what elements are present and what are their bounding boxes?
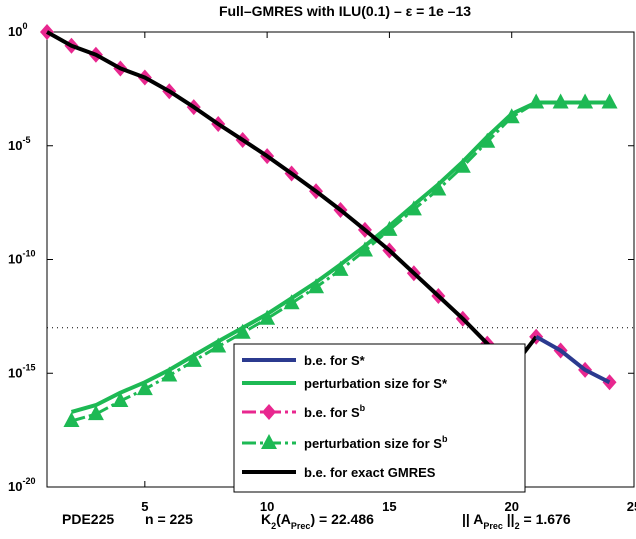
- x-tick-label: 15: [382, 499, 396, 514]
- kappa-sub: 2: [271, 521, 276, 531]
- y-axis: 100 10-5 10-10 10-15 10-20: [8, 21, 634, 494]
- norm-label: || APrec ||2 = 1.676: [462, 511, 571, 531]
- footer-info: PDE225 n = 225 K2(APrec) = 22.486 || APr…: [62, 511, 571, 531]
- legend-box: [233, 343, 526, 493]
- legend: b.e. for S* perturbation size for S* b.e. …: [233, 343, 526, 493]
- x-tick-label: 10: [260, 499, 274, 514]
- kappa-value: ) = 22.486: [310, 511, 374, 527]
- series-point: [430, 180, 447, 196]
- kappa-arg-sub: Prec: [291, 521, 311, 531]
- series-point: [87, 405, 104, 421]
- x-tick-label: 20: [504, 499, 518, 514]
- series-2: [40, 24, 617, 391]
- x-axis: 5 10 15 20 25: [141, 32, 636, 514]
- kappa-label: K2(APrec) = 22.486: [261, 511, 374, 531]
- series-1: [70, 100, 610, 414]
- series-point: [185, 351, 202, 367]
- norm-symbol: || A: [462, 511, 483, 527]
- series-point: [602, 374, 617, 391]
- x-tick-label: 25: [627, 499, 636, 514]
- kappa-arg: (A: [276, 511, 291, 527]
- series-layer: [40, 24, 618, 427]
- legend-label: b.e. for S*: [304, 353, 366, 368]
- series-point: [161, 366, 178, 382]
- problem-label: PDE225: [62, 511, 114, 527]
- kappa-symbol: K: [261, 511, 271, 527]
- y-tick-label: 100: [8, 21, 27, 39]
- chart-title: Full–GMRES with ILU(0.1) – ε = 1e –13: [219, 3, 471, 19]
- series-line: [70, 100, 610, 414]
- legend-label: perturbation size for Sb: [304, 434, 448, 451]
- norm-bars: ||: [503, 511, 515, 527]
- norm-sub2: 2: [515, 521, 520, 531]
- series-point: [479, 132, 496, 148]
- series-point: [136, 380, 153, 396]
- legend-label: perturbation size for S*: [304, 376, 448, 391]
- y-tick-label: 10-15: [8, 362, 35, 380]
- series-point: [283, 294, 300, 310]
- series-point: [112, 392, 129, 408]
- series-point: [40, 24, 54, 40]
- series-point: [356, 241, 373, 257]
- norm-result: = 1.676: [520, 511, 571, 527]
- legend-label: b.e. for exact GMRES: [304, 465, 436, 480]
- y-tick-label: 10-20: [8, 476, 35, 494]
- n-label: n = 225: [145, 511, 193, 527]
- y-tick-label: 10-10: [8, 249, 35, 267]
- y-tick-label: 10-5: [8, 135, 30, 153]
- series-0: [535, 335, 611, 385]
- series-point: [63, 411, 80, 427]
- series-point: [234, 323, 251, 339]
- series-point: [454, 157, 471, 173]
- series-line: [535, 335, 611, 385]
- series-4: [46, 30, 538, 371]
- series-line: [46, 30, 611, 384]
- series-point: [332, 260, 349, 276]
- x-tick-label: 5: [141, 499, 148, 514]
- series-point: [601, 93, 618, 109]
- series-point: [259, 309, 276, 325]
- series-point: [405, 200, 422, 216]
- norm-sub: Prec: [483, 521, 503, 531]
- legend-marker: [261, 434, 277, 449]
- legend-marker: [262, 404, 276, 420]
- series-point: [308, 278, 325, 294]
- series-point: [210, 337, 227, 353]
- series-line: [46, 30, 538, 371]
- legend-label: b.e. for Sb: [304, 403, 366, 420]
